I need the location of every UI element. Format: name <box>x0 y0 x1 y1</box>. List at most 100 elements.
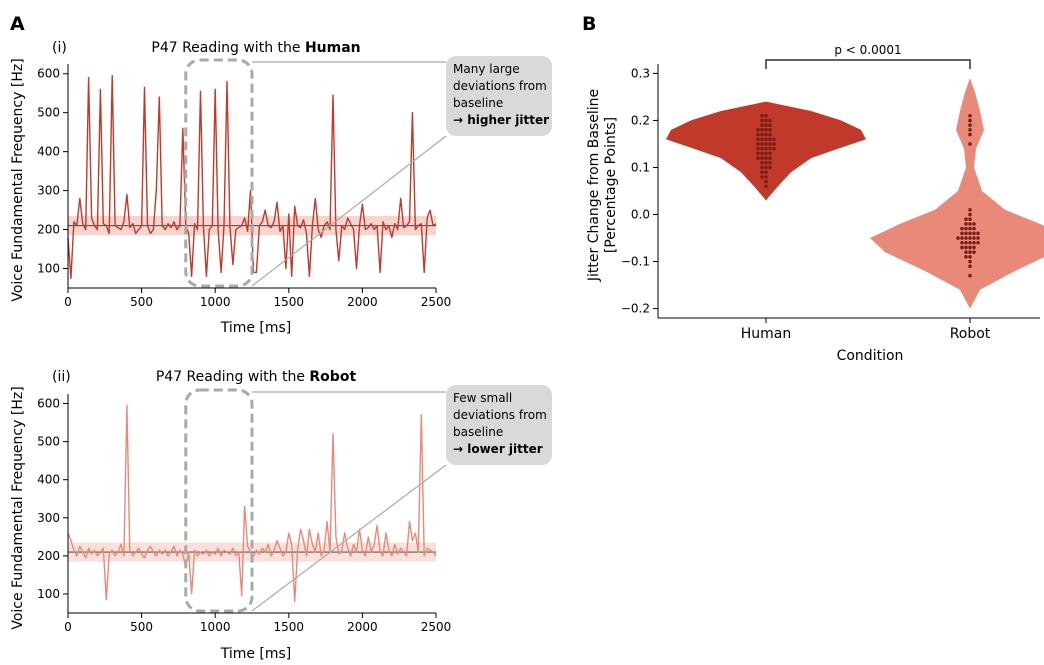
human-data-point <box>760 142 764 146</box>
robot-data-point <box>960 245 964 250</box>
robot-data-point <box>960 240 964 245</box>
robot-title-bold: Robot <box>309 369 356 385</box>
robot-data-point <box>972 231 976 236</box>
human-data-point <box>760 118 764 123</box>
robot-data-point <box>968 212 972 217</box>
human-data-point <box>764 179 768 184</box>
human-data-point <box>756 151 760 156</box>
human-data-point <box>768 142 772 146</box>
robot-data-point <box>968 113 972 118</box>
human-data-point <box>768 132 772 137</box>
robot-callout-line-3: baseline <box>453 425 503 439</box>
human-data-point <box>768 137 772 142</box>
human-data-point <box>760 165 764 170</box>
human-callout-line-2: deviations from <box>453 79 547 93</box>
robot-callout-connector-bottom <box>251 464 447 612</box>
robot-data-point <box>964 250 968 254</box>
human-data-point <box>768 151 772 156</box>
violin-y-label-line-2: [Percentage Points] <box>603 117 619 253</box>
human-data-point <box>764 156 768 160</box>
robot-callout-box <box>446 385 552 465</box>
human-y-tick-label: 600 <box>37 67 60 81</box>
robot-data-point <box>972 245 976 250</box>
robot-data-point <box>960 226 964 231</box>
violin-y-tick-label: −0.1 <box>621 255 650 269</box>
robot-data-point <box>972 222 976 226</box>
subpanel-label-ii: (ii) <box>52 369 71 385</box>
human-data-point <box>772 142 776 146</box>
human-data-point <box>760 160 764 165</box>
human-x-tick-label: 0 <box>64 295 72 309</box>
robot-data-point <box>968 142 972 146</box>
robot-data-point <box>964 255 968 259</box>
human-data-point <box>760 151 764 156</box>
robot-data-point <box>964 236 968 240</box>
robot-data-point <box>968 245 972 250</box>
robot-data-point <box>968 273 972 278</box>
robot-data-point <box>976 240 980 245</box>
human-data-point <box>772 146 776 151</box>
violin-x-tick-label: Robot <box>950 326 991 342</box>
human-x-tick-label: 2000 <box>347 295 378 309</box>
robot-data-point <box>956 236 960 240</box>
robot-y-tick-label: 200 <box>37 549 60 563</box>
human-data-point <box>764 175 768 179</box>
human-pitch-plot: (i) P47 Reading with the Human Time [ms]… <box>10 40 552 336</box>
robot-x-tick-label: 2000 <box>347 620 378 634</box>
human-data-point <box>764 142 768 146</box>
human-violin <box>666 101 866 201</box>
robot-plot-title: P47 Reading with the Robot <box>156 369 357 385</box>
robot-y-tick-label: 400 <box>37 473 60 487</box>
robot-data-point <box>976 236 980 240</box>
human-callout-line-1: Many large <box>453 62 520 76</box>
human-data-point <box>764 137 768 142</box>
jitter-violin-plot: Condition Jitter Change from Baseline[Pe… <box>586 43 1044 364</box>
robot-x-tick-label: 2500 <box>421 620 452 634</box>
robot-data-point <box>968 250 972 254</box>
violin-y-tick-label: 0.0 <box>631 208 650 222</box>
robot-x-tick-label: 500 <box>130 620 153 634</box>
robot-data-point <box>972 236 976 240</box>
human-y-tick-label: 500 <box>37 106 60 120</box>
violin-y-tick-label: 0.3 <box>631 66 650 80</box>
human-x-tick-label: 500 <box>130 295 153 309</box>
human-callout-connector-bottom <box>251 135 447 287</box>
human-callout-bold: → higher jitter <box>453 113 549 127</box>
robot-pitch-plot: (ii) P47 Reading with the Robot Time [ms… <box>10 369 552 662</box>
human-x-tick-label: 1000 <box>200 295 231 309</box>
robot-data-point <box>968 208 972 212</box>
robot-data-point <box>968 240 972 245</box>
robot-data-point <box>968 259 972 264</box>
human-data-point <box>760 123 764 127</box>
human-data-point <box>760 128 764 132</box>
human-data-point <box>760 175 764 179</box>
human-data-point <box>756 137 760 142</box>
robot-callout-line-2: deviations from <box>453 408 547 422</box>
human-data-point <box>764 128 768 132</box>
violin-y-tick-label: −0.2 <box>621 302 650 316</box>
human-y-tick-label: 200 <box>37 223 60 237</box>
robot-data-point <box>960 236 964 240</box>
robot-data-point <box>968 236 972 240</box>
human-callout: Many large deviations from baseline → hi… <box>453 62 549 127</box>
violin-marks: −0.2 −0.1 0.0 0.1 0.2 0.3 Human Robot <box>621 59 1044 342</box>
subpanel-label-i: (i) <box>52 40 67 56</box>
human-data-point <box>768 118 772 123</box>
human-y-tick-label: 400 <box>37 145 60 159</box>
human-x-axis-label: Time [ms] <box>220 320 292 336</box>
human-callout-line-3: baseline <box>453 96 503 110</box>
violin-x-axis-label: Condition <box>837 348 904 364</box>
human-data-point <box>756 132 760 137</box>
robot-data-point <box>968 132 972 137</box>
human-data-point <box>768 165 772 170</box>
robot-x-tick-label: 1000 <box>200 620 231 634</box>
human-title-prefix: P47 Reading with the <box>151 40 305 56</box>
robot-callout-line-1: Few small <box>453 391 512 405</box>
human-data-point <box>768 160 772 165</box>
human-data-point <box>760 156 764 160</box>
human-data-point <box>768 123 772 127</box>
robot-data-point <box>968 222 972 226</box>
robot-y-tick-label: 600 <box>37 397 60 411</box>
human-x-tick-label: 1500 <box>274 295 305 309</box>
human-data-point <box>764 151 768 156</box>
